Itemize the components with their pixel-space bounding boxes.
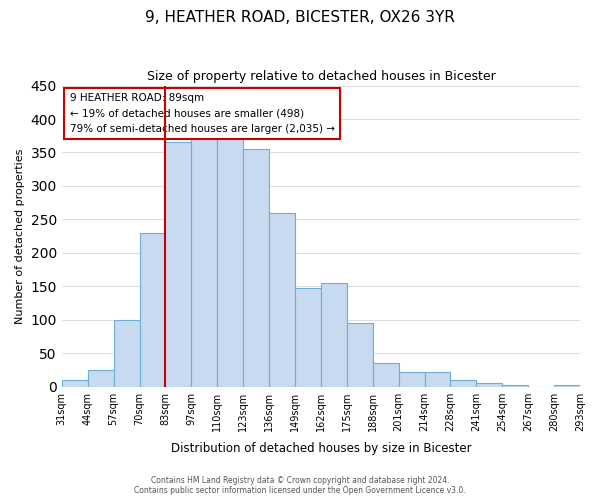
Bar	[243, 149, 269, 386]
Bar	[398, 372, 425, 386]
X-axis label: Distribution of detached houses by size in Bicester: Distribution of detached houses by size …	[170, 442, 471, 455]
Bar	[140, 233, 166, 386]
Bar	[425, 372, 451, 386]
Text: Contains HM Land Registry data © Crown copyright and database right 2024.
Contai: Contains HM Land Registry data © Crown c…	[134, 476, 466, 495]
Bar	[476, 384, 502, 386]
Bar	[166, 142, 191, 386]
Bar	[269, 212, 295, 386]
Text: 9 HEATHER ROAD: 89sqm
← 19% of detached houses are smaller (498)
79% of semi-det: 9 HEATHER ROAD: 89sqm ← 19% of detached …	[70, 93, 335, 134]
Bar	[62, 380, 88, 386]
Bar	[88, 370, 113, 386]
Bar	[373, 363, 398, 386]
Bar	[217, 136, 243, 386]
Title: Size of property relative to detached houses in Bicester: Size of property relative to detached ho…	[146, 70, 495, 83]
Bar	[113, 320, 140, 386]
Y-axis label: Number of detached properties: Number of detached properties	[15, 148, 25, 324]
Text: 9, HEATHER ROAD, BICESTER, OX26 3YR: 9, HEATHER ROAD, BICESTER, OX26 3YR	[145, 10, 455, 25]
Bar	[451, 380, 476, 386]
Bar	[295, 288, 321, 386]
Bar	[191, 139, 217, 386]
Bar	[347, 323, 373, 386]
Bar	[321, 283, 347, 387]
